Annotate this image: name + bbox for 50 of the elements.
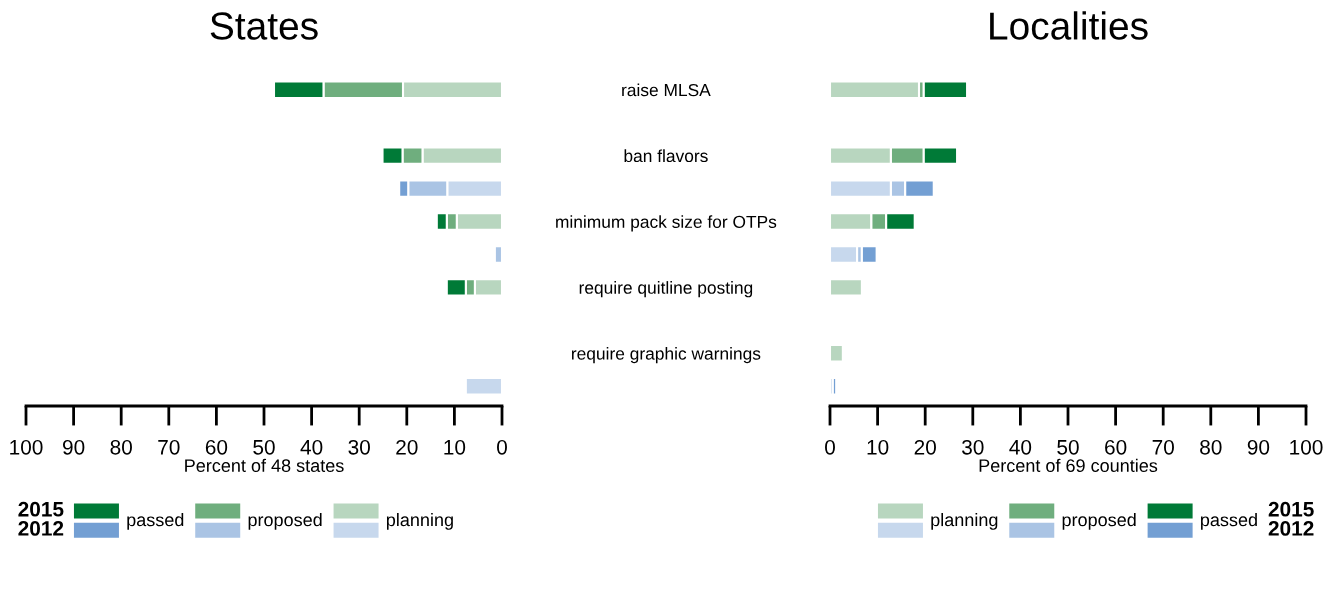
x-tick-label: 80 (110, 439, 132, 455)
x-tick-label: 0 (497, 439, 507, 455)
x-tick-label: 20 (914, 439, 936, 455)
y-tick-label: ban flavors (624, 149, 708, 163)
x-axis-title: Percent of 48 states (185, 458, 344, 473)
bar (831, 376, 838, 396)
legend-label: planning (931, 513, 998, 530)
bar (493, 245, 502, 264)
legend-label: proposed (248, 513, 322, 530)
text: 2012 (1268, 521, 1314, 536)
x-tick-label: 60 (205, 439, 228, 455)
chart-title: States (210, 12, 318, 40)
legend-label: passed (1201, 513, 1257, 530)
bar (830, 80, 921, 100)
x-tick-label: 0 (825, 439, 835, 455)
y-tick-label: minimum pack size for OTPs (556, 215, 777, 232)
text: 2015 (18, 501, 64, 517)
bar (830, 245, 859, 264)
x-tick-label: 50 (253, 439, 275, 455)
bar (860, 245, 878, 264)
text: 2015 (1268, 501, 1314, 517)
x-tick-label: 60 (1105, 439, 1127, 455)
x-tick-label: 90 (1247, 439, 1270, 455)
legend-label: proposed (1062, 513, 1136, 530)
x-tick-label: 40 (1009, 439, 1032, 455)
bar (464, 376, 502, 396)
text: 2012 (18, 521, 64, 536)
x-tick-label: 20 (396, 439, 418, 455)
x-tick-label: 40 (300, 439, 323, 455)
x-tick-label: 70 (158, 439, 180, 455)
legend-label: passed (127, 513, 184, 530)
y-tick-label: require graphic warnings (572, 347, 761, 364)
x-tick-label: 10 (444, 439, 466, 455)
x-tick-label: 10 (867, 439, 889, 455)
x-axis-title: Percent of 69 counties (979, 458, 1158, 473)
y-tick-label: raise MLSA (622, 83, 711, 97)
x-tick-label: 70 (1152, 439, 1174, 455)
legend-label: planning (386, 513, 453, 530)
x-tick-label: 80 (1200, 439, 1222, 455)
x-tick-label: 30 (348, 439, 370, 455)
x-tick-label: 30 (962, 439, 984, 455)
y-tick-label: require quitline posting (579, 281, 753, 298)
x-tick-label: 100 (1290, 439, 1323, 455)
x-tick-label: 90 (62, 439, 85, 455)
x-tick-label: 50 (1057, 439, 1079, 455)
bar (830, 344, 844, 363)
bar (922, 80, 969, 100)
x-tick-label: 100 (10, 439, 43, 455)
bar (830, 278, 863, 297)
chart-title: Localities (990, 11, 1148, 40)
